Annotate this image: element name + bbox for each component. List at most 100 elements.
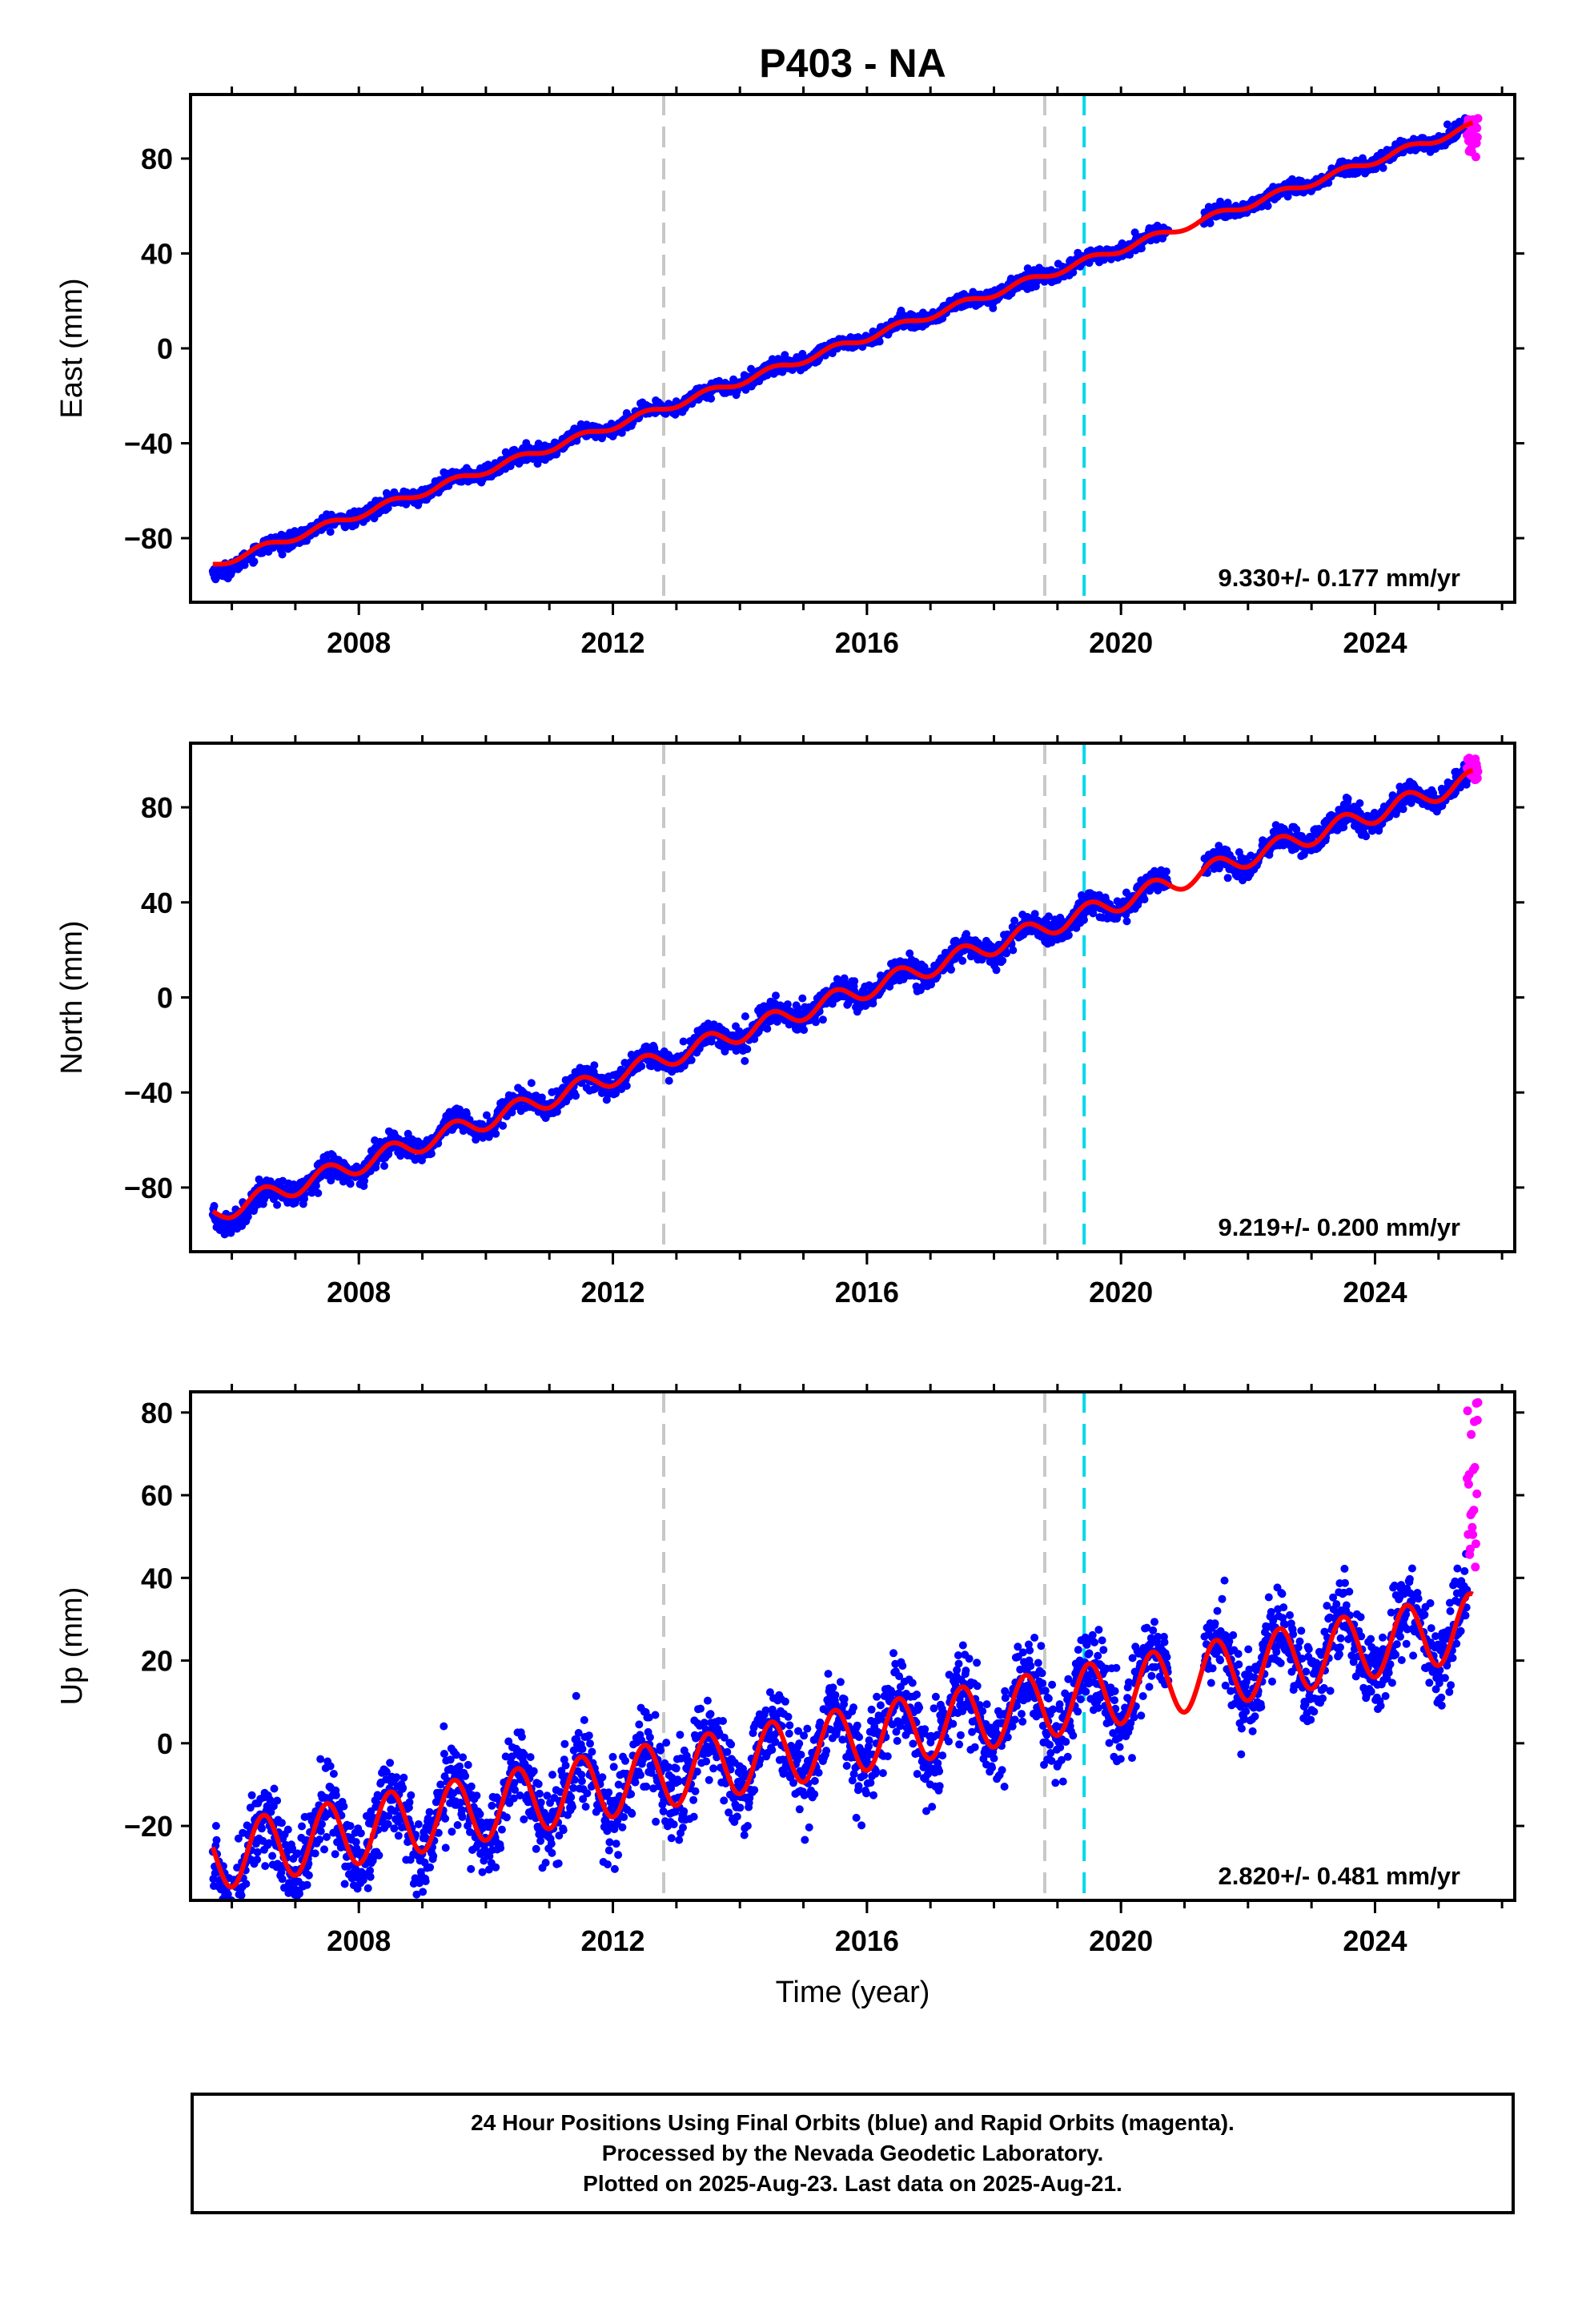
final-orbit-point [741, 1056, 749, 1065]
final-orbit-point [1162, 867, 1170, 876]
final-orbit-point [998, 956, 1007, 965]
final-orbit-point [1030, 910, 1039, 919]
final-orbit-point [763, 1024, 772, 1033]
y-tick-label: 40 [141, 237, 173, 270]
final-orbit-point [1324, 179, 1333, 187]
final-orbit-point [612, 1089, 620, 1098]
x-axis-label: Time (year) [776, 1976, 930, 2009]
final-orbit-point [958, 956, 967, 965]
plot-area [208, 743, 1483, 1252]
final-orbit-point [687, 1055, 696, 1064]
final-orbit-point [590, 1061, 599, 1070]
final-orbit-point [869, 999, 877, 1007]
final-orbit-point [1443, 120, 1452, 129]
final-orbit-point [772, 991, 780, 1000]
final-orbit-point [1223, 874, 1232, 883]
final-orbit-point [1122, 917, 1131, 926]
final-orbit-point [800, 1026, 809, 1035]
final-orbit-point [1343, 794, 1352, 803]
x-tick-label: 2016 [835, 626, 899, 659]
final-orbit-point [243, 1212, 252, 1221]
y-tick-label: 0 [157, 332, 173, 365]
final-orbit-point [783, 1000, 792, 1009]
final-orbit-point [850, 977, 859, 986]
final-orbit-point [1283, 192, 1292, 201]
final-orbit-point [1130, 228, 1139, 237]
y-tick-label: 80 [141, 143, 173, 175]
final-orbit-point [418, 1156, 426, 1164]
y-tick-label: −80 [124, 522, 173, 555]
final-orbit-point [1206, 219, 1215, 227]
final-orbit-point [534, 439, 543, 448]
final-orbit-point [1379, 163, 1387, 172]
x-tick-label: 2024 [1343, 626, 1407, 659]
final-orbit-point [1080, 915, 1088, 924]
chart-title: P403 - NA [759, 41, 946, 86]
final-orbit-point [1044, 912, 1053, 921]
y-axis-label: East (mm) [55, 278, 89, 418]
final-orbit-point [492, 1129, 500, 1138]
final-orbit-point [1064, 931, 1073, 939]
final-orbit-point [210, 1201, 219, 1210]
final-orbit-point [314, 1188, 323, 1197]
rate-label: 9.330+/- 0.177 mm/yr [1219, 564, 1460, 592]
final-orbit-point [572, 1092, 580, 1100]
final-orbit-point [346, 1180, 355, 1188]
panel-east: −80 −40 0 40 80 2008 2012 2016 2020 2024 East (mm)… [55, 86, 1524, 659]
final-orbit-point [707, 394, 716, 403]
final-orbit-point [1137, 244, 1146, 253]
rapid-orbit-point [1472, 123, 1482, 133]
final-orbit-point [679, 1037, 688, 1046]
final-orbit-point [383, 504, 392, 513]
rapid-orbit-point [1473, 114, 1483, 123]
fit-line [211, 120, 1475, 567]
final-orbit-point [989, 304, 998, 312]
rapid-orbit-point [1472, 132, 1482, 142]
final-orbit-point [818, 1015, 827, 1024]
final-orbit-point [250, 557, 259, 566]
final-orbit-point [707, 1037, 716, 1046]
final-orbit-point [278, 550, 287, 559]
final-orbit-point [380, 1161, 388, 1170]
final-orbit-point [1339, 823, 1348, 831]
rapid-orbit-point [1471, 152, 1480, 162]
final-orbit-point [1140, 895, 1149, 904]
final-orbit-point [311, 1181, 320, 1190]
final-orbit-point [905, 949, 914, 958]
final-orbit-point [947, 965, 955, 974]
final-orbit-point [527, 1079, 536, 1088]
final-orbit-point [327, 1176, 335, 1185]
final-orbit-point [1215, 842, 1223, 850]
y-tick-label: −40 [124, 428, 173, 460]
final-orbit-point [499, 1121, 508, 1130]
final-orbit-point [992, 966, 1001, 975]
final-orbit-point [875, 337, 884, 346]
final-orbit-point [326, 528, 335, 537]
x-tick-label: 2020 [1089, 626, 1153, 659]
final-orbit-point [1009, 946, 1018, 955]
final-orbit-point [360, 1176, 368, 1185]
final-orbit-point [840, 974, 849, 983]
final-orbit-point [622, 1081, 631, 1090]
final-orbit-point [750, 1035, 759, 1043]
plot-area [208, 94, 1483, 602]
final-orbit-point [273, 1200, 282, 1209]
final-orbit-point [1002, 949, 1010, 958]
final-orbit-point [1069, 268, 1078, 277]
final-orbit-point [1263, 202, 1272, 211]
x-tick-label: 2008 [327, 626, 391, 659]
final-orbit-point [482, 1111, 491, 1120]
final-orbit-point [1292, 825, 1301, 834]
final-orbit-point [427, 1149, 436, 1158]
final-orbit-point [781, 351, 789, 360]
final-orbit-point [798, 994, 807, 1003]
final-orbit-point [743, 1045, 752, 1054]
final-orbit-point [812, 1018, 820, 1027]
final-orbit-point [741, 1012, 749, 1021]
x-tick-label: 2012 [580, 626, 644, 659]
final-orbit-point [665, 1076, 673, 1085]
final-orbit-point [1010, 916, 1019, 925]
final-orbit-point [637, 1062, 646, 1071]
